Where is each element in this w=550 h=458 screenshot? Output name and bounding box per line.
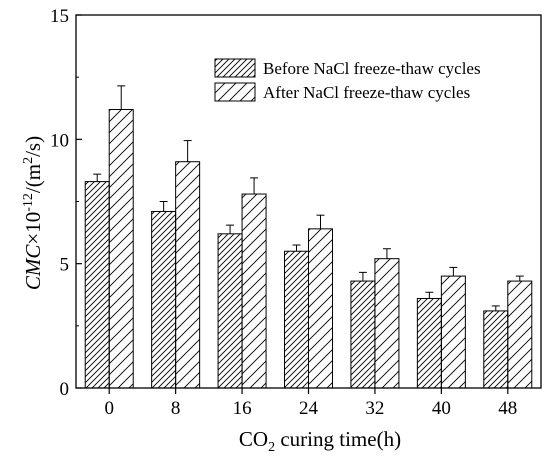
bar-after-48 xyxy=(507,280,533,389)
legend-label-after: After NaCl freeze-thaw cycles xyxy=(263,83,470,102)
bar-before-32 xyxy=(350,280,376,389)
legend-swatch-before xyxy=(214,58,256,78)
bar-before-16 xyxy=(217,233,243,389)
bar-after-32 xyxy=(374,258,400,389)
bar-before-48 xyxy=(483,310,509,389)
bar-after-8 xyxy=(175,161,201,389)
y-axis-title: CMC×10-12/(m2/s) xyxy=(21,136,45,290)
x-tick-label-8: 8 xyxy=(171,398,181,419)
x-tick-label-40: 40 xyxy=(432,398,451,419)
bar-before-40 xyxy=(416,297,442,389)
bar-after-0 xyxy=(108,108,134,389)
bar-after-24 xyxy=(308,228,333,389)
y-tick-label-10: 10 xyxy=(50,130,69,151)
y-tick-label-0: 0 xyxy=(60,379,70,400)
bar-after-40 xyxy=(440,275,466,389)
legend: Before NaCl freeze-thaw cycles After NaC… xyxy=(214,58,481,102)
x-tick-label-16: 16 xyxy=(233,398,252,419)
legend-label-before: Before NaCl freeze-thaw cycles xyxy=(263,59,481,78)
x-tick-label-24: 24 xyxy=(299,398,319,419)
y-tick-label-5: 5 xyxy=(60,255,70,276)
x-tick-label-0: 0 xyxy=(104,398,114,419)
bar-before-8 xyxy=(151,210,177,389)
x-axis-title: CO2 curing time(h) xyxy=(239,427,401,455)
bar-before-0 xyxy=(84,181,110,389)
y-tick-label-15: 15 xyxy=(50,6,69,27)
x-tick-label-32: 32 xyxy=(365,398,384,419)
bar-after-16 xyxy=(241,193,267,389)
x-tick-label-48: 48 xyxy=(498,398,517,419)
bar-before-24 xyxy=(284,250,309,389)
legend-swatch-after xyxy=(214,82,256,102)
